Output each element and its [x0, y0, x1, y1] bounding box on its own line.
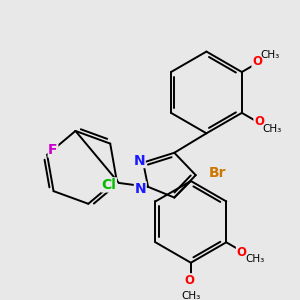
- Text: O: O: [254, 115, 264, 128]
- Text: Cl: Cl: [101, 178, 116, 192]
- Text: Br: Br: [208, 166, 226, 180]
- Text: N: N: [134, 182, 146, 196]
- Text: CH₃: CH₃: [261, 50, 280, 61]
- Text: CH₃: CH₃: [263, 124, 282, 134]
- Text: O: O: [252, 55, 262, 68]
- Text: F: F: [48, 143, 58, 157]
- Text: CH₃: CH₃: [245, 254, 265, 264]
- Text: N: N: [134, 154, 145, 168]
- Text: O: O: [184, 274, 194, 287]
- Text: CH₃: CH₃: [181, 291, 200, 300]
- Text: O: O: [236, 247, 246, 260]
